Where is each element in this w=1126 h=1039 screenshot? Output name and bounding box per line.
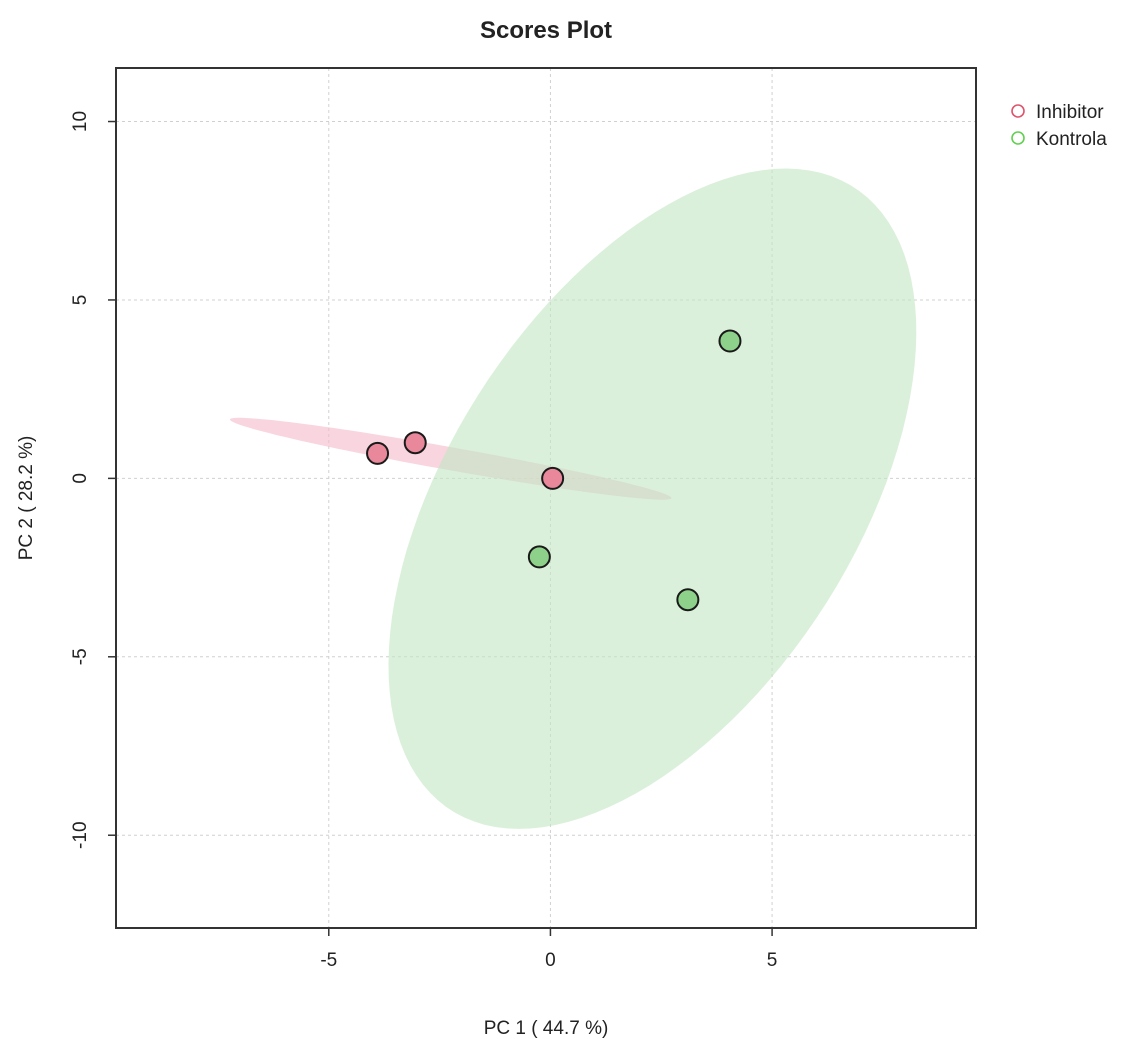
y-tick-label: -5 <box>70 648 91 665</box>
x-axis-label: PC 1 ( 44.7 %) <box>484 1018 609 1039</box>
legend-label-kontrola: Kontrola <box>1036 129 1107 150</box>
chart-title: Scores Plot <box>480 17 612 44</box>
y-tick-label: 0 <box>70 473 91 484</box>
point-kontrola <box>677 589 698 610</box>
point-inhibitor <box>367 443 388 464</box>
legend-marker-inhibitor <box>1012 105 1024 117</box>
confidence-ellipses <box>230 169 916 829</box>
point-inhibitor <box>542 468 563 489</box>
x-tick-label: -5 <box>320 950 337 971</box>
point-inhibitor <box>405 432 426 453</box>
legend-marker-kontrola <box>1012 132 1024 144</box>
x-tick-label: 5 <box>767 950 778 971</box>
y-tick-label: 5 <box>70 295 91 306</box>
x-tick-label: 0 <box>545 950 556 971</box>
point-kontrola <box>719 330 740 351</box>
y-tick-label: 10 <box>70 111 91 132</box>
ellipse-kontrola <box>389 169 917 829</box>
point-kontrola <box>529 546 550 567</box>
legend-label-inhibitor: Inhibitor <box>1036 102 1104 123</box>
y-axis-label: PC 2 ( 28.2 %) <box>16 436 37 561</box>
legend: Inhibitor Kontrola <box>1012 102 1107 150</box>
y-tick-label: -10 <box>70 821 91 848</box>
